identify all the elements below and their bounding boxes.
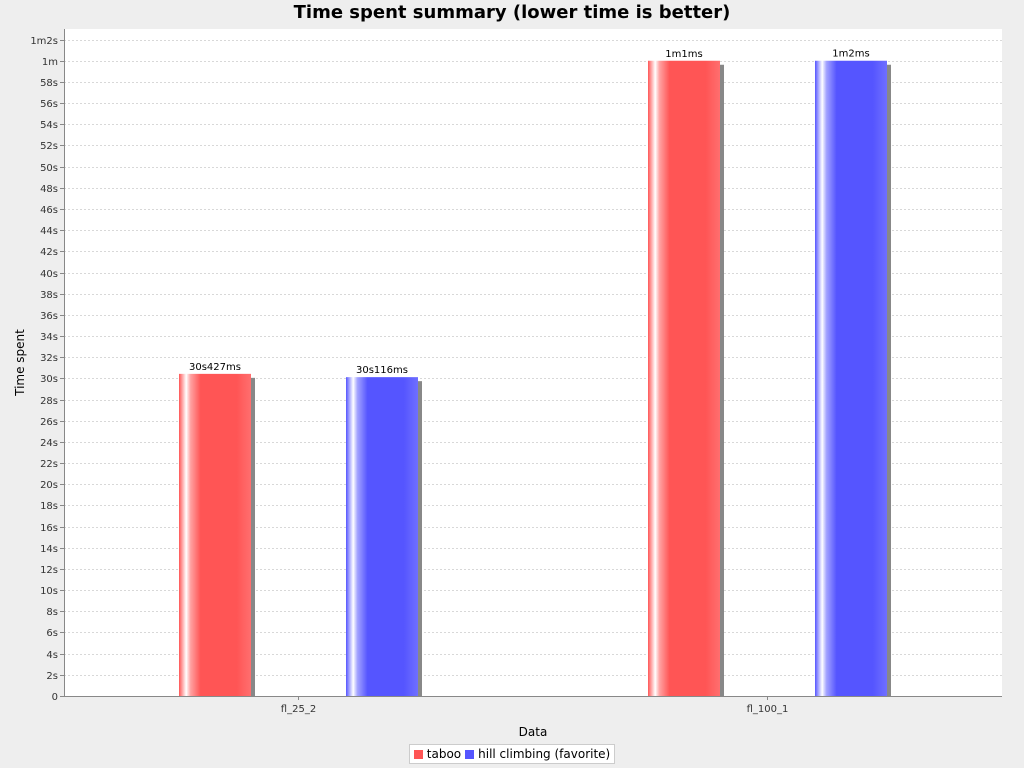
y-tick-label: 44s bbox=[40, 226, 58, 237]
y-tick-label: 1m2s bbox=[30, 36, 58, 47]
y-tick-label: 1m bbox=[42, 57, 58, 68]
y-tick-label: 52s bbox=[40, 141, 58, 152]
y-axis-title: Time spent bbox=[13, 329, 27, 397]
y-tick-label: 50s bbox=[40, 163, 58, 174]
y-tick-label: 46s bbox=[40, 205, 58, 216]
y-tick-label: 10s bbox=[40, 586, 58, 597]
bar bbox=[346, 377, 418, 696]
legend-label: hill climbing (favorite) bbox=[478, 747, 611, 761]
y-tick-label: 30s bbox=[40, 374, 58, 385]
x-axis-title: Data bbox=[519, 725, 548, 739]
y-tick-label: 16s bbox=[40, 523, 58, 534]
y-tick-label: 36s bbox=[40, 311, 58, 322]
y-tick-label: 26s bbox=[40, 417, 58, 428]
bar-value-label: 1m2ms bbox=[832, 49, 869, 60]
y-tick-label: 38s bbox=[40, 290, 58, 301]
x-tick-label: fl_100_1 bbox=[747, 704, 789, 715]
y-tick-label: 48s bbox=[40, 184, 58, 195]
y-tick-label: 14s bbox=[40, 544, 58, 555]
y-tick-label: 56s bbox=[40, 99, 58, 110]
y-tick-label: 6s bbox=[46, 628, 58, 639]
bar bbox=[815, 60, 887, 697]
bar-value-label: 30s427ms bbox=[189, 362, 241, 373]
y-tick-label: 8s bbox=[46, 607, 58, 618]
bar-value-label: 30s116ms bbox=[356, 365, 408, 376]
y-tick-label: 2s bbox=[46, 671, 58, 682]
y-tick-label: 28s bbox=[40, 396, 58, 407]
chart-title: Time spent summary (lower time is better… bbox=[293, 2, 731, 23]
x-tick-label: fl_25_2 bbox=[281, 704, 316, 715]
bar-value-label: 1m1ms bbox=[665, 49, 702, 60]
y-tick-label: 20s bbox=[40, 480, 58, 491]
y-tick-label: 22s bbox=[40, 459, 58, 470]
y-tick-label: 40s bbox=[40, 269, 58, 280]
y-tick-label: 54s bbox=[40, 120, 58, 131]
y-tick-label: 24s bbox=[40, 438, 58, 449]
legend-swatch bbox=[413, 749, 423, 759]
legend: taboo hill climbing (favorite) bbox=[0, 744, 1024, 764]
y-tick-label: 32s bbox=[40, 353, 58, 364]
bar bbox=[648, 60, 720, 696]
bar bbox=[179, 373, 251, 696]
y-tick-label: 18s bbox=[40, 501, 58, 512]
legend-label: taboo bbox=[426, 747, 462, 761]
legend-item: taboo bbox=[413, 747, 462, 761]
legend-item: hill climbing (favorite) bbox=[465, 747, 610, 761]
legend-swatch bbox=[465, 749, 475, 759]
y-tick-label: 58s bbox=[40, 78, 58, 89]
y-tick-label: 34s bbox=[40, 332, 58, 343]
legend-box: taboo hill climbing (favorite) bbox=[408, 744, 616, 764]
y-tick-label: 0 bbox=[52, 692, 58, 703]
y-tick-label: 4s bbox=[46, 650, 58, 661]
y-tick-label: 42s bbox=[40, 247, 58, 258]
y-tick-label: 12s bbox=[40, 565, 58, 576]
